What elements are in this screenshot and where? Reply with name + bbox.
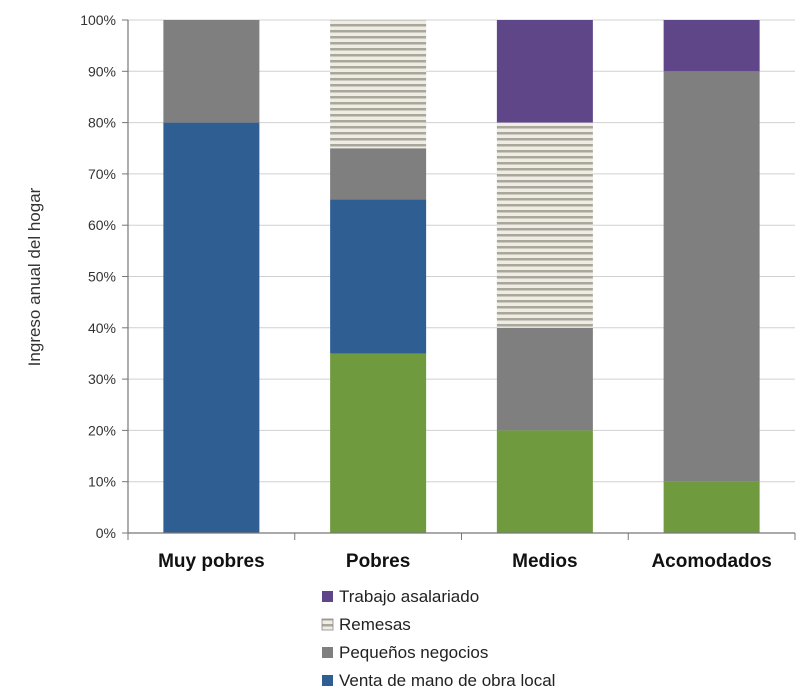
bar-segment <box>330 148 427 200</box>
legend-entry: Pequeños negocios <box>339 643 488 662</box>
bar-segment <box>663 481 760 533</box>
legend-swatch <box>322 591 333 602</box>
y-tick-label: 40% <box>88 320 116 336</box>
legend-swatch <box>322 647 333 658</box>
legend-swatch <box>322 675 333 686</box>
bar-segment <box>330 353 427 533</box>
y-axis-label: Ingreso anual del hogar <box>25 187 44 366</box>
y-tick-label: 100% <box>80 12 116 28</box>
x-category-label: Acomodados <box>651 551 771 572</box>
y-tick-label: 60% <box>88 217 116 233</box>
bar-segment <box>663 71 760 482</box>
bar-segment <box>496 430 593 533</box>
bar-segment <box>163 122 260 533</box>
y-tick-label: 20% <box>88 422 116 438</box>
bar-segment <box>496 122 593 328</box>
y-tick-label: 90% <box>88 63 116 79</box>
y-tick-labels: 0% 10% 20% 30% 40% 50% 60% 70% 80% 90% 100% <box>80 12 116 541</box>
x-category-label: Pobres <box>346 551 410 572</box>
bar-segment <box>663 20 760 72</box>
y-tick-label: 0% <box>96 525 116 541</box>
legend-entry: Trabajo asalariado <box>339 587 479 606</box>
y-tick-label: 30% <box>88 371 116 387</box>
legend-entry: Venta de mano de obra local <box>339 671 555 690</box>
y-tick-label: 70% <box>88 166 116 182</box>
bar-segment <box>496 327 593 431</box>
x-category-label: Medios <box>512 551 577 572</box>
axes <box>127 20 796 540</box>
legend-entry: Remesas <box>339 615 411 634</box>
bar-segment <box>163 20 260 123</box>
legend-swatch <box>321 618 334 631</box>
x-category-labels: Muy pobres Pobres Medios Acomodados <box>158 551 772 572</box>
bar-segment <box>496 20 593 123</box>
x-category-label: Muy pobres <box>158 551 265 572</box>
bar-segment <box>330 199 427 354</box>
y-tick-label: 10% <box>88 474 116 490</box>
y-tick-label: 80% <box>88 115 116 131</box>
y-tick-label: 50% <box>88 269 116 285</box>
bars <box>163 20 760 533</box>
bar-segment <box>330 20 427 149</box>
legend: Trabajo asalariado Remesas Pequeños negoci… <box>321 587 555 690</box>
